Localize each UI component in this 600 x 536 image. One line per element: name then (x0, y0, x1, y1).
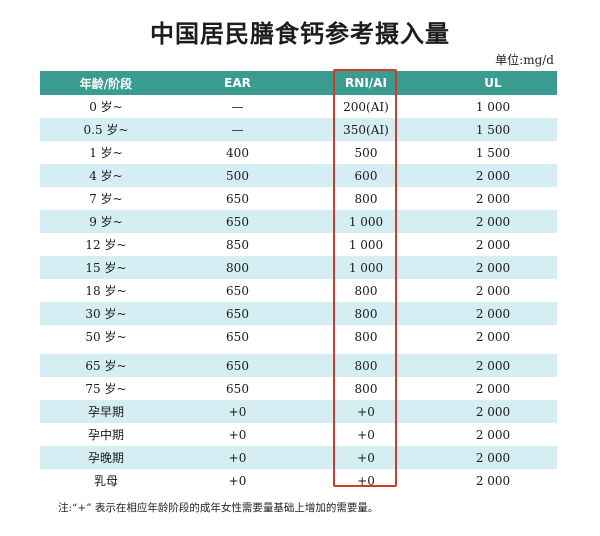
table-row: 1 岁~ 400 500 1 500 (40, 141, 557, 164)
cell-rni-ai: 350(AI) (343, 122, 389, 137)
header-rni-ai: RNI/AI (345, 76, 387, 90)
table-row: 孕晚期 +0 +0 2 000 (40, 446, 557, 469)
table-row: 50 岁~ 650 800 2 000 (40, 325, 557, 348)
cell-age-stage: 30 岁~ (85, 307, 127, 321)
cell-age-stage: 50 岁~ (85, 330, 127, 344)
unit-label: 单位:mg/d (495, 53, 554, 67)
cell-ul: 2 000 (475, 283, 511, 298)
calcium-intake-table: 年龄/阶段 EAR RNI/AI UL 0 岁~ — 200(AI) 1 000 0.5… (40, 71, 557, 492)
table-row: 0 岁~ — 200(AI) 1 000 (40, 95, 557, 118)
cell-age-stage: 0 岁~ (89, 100, 123, 114)
cell-rni-ai: 200(AI) (343, 99, 389, 114)
cell-rni-ai: 500 (354, 145, 378, 160)
cell-rni-ai: 800 (354, 191, 378, 206)
cell-age-stage: 15 岁~ (85, 261, 127, 275)
cell-ear: 650 (226, 381, 249, 396)
cell-ear: 650 (226, 329, 249, 344)
cell-rni-ai: 600 (354, 168, 378, 183)
cell-ear: 650 (226, 358, 249, 373)
cell-ul: 1 500 (475, 145, 511, 160)
cell-ul: 1 500 (475, 122, 511, 137)
cell-rni-ai: +0 (357, 404, 375, 419)
cell-ear: 400 (226, 145, 249, 160)
cell-ul: 2 000 (475, 427, 511, 442)
cell-rni-ai: 800 (354, 381, 378, 396)
table-row: 15 岁~ 800 1 000 2 000 (40, 256, 557, 279)
cell-ul: 1 000 (475, 99, 511, 114)
table-row: 18 岁~ 650 800 2 000 (40, 279, 557, 302)
table-footnote: 注:“+” 表示在相应年龄阶段的成年女性需要量基础上增加的需要量。 (58, 502, 379, 514)
header-ear: EAR (224, 76, 251, 90)
table-row: 75 岁~ 650 800 2 000 (40, 377, 557, 400)
cell-rni-ai: 1 000 (348, 260, 384, 275)
cell-rni-ai: 800 (354, 358, 378, 373)
cell-age-stage: 18 岁~ (85, 284, 127, 298)
table-row: 4 岁~ 500 600 2 000 (40, 164, 557, 187)
cell-age-stage: 65 岁~ (85, 359, 127, 373)
cell-ul: 2 000 (475, 473, 511, 488)
cell-ul: 2 000 (475, 260, 511, 275)
cell-ear: +0 (228, 404, 247, 419)
table-header-row: 年龄/阶段 EAR RNI/AI UL (40, 71, 557, 95)
cell-age-stage: 1 岁~ (89, 146, 123, 160)
cell-rni-ai: +0 (357, 473, 375, 488)
cell-age-stage: 孕早期 (87, 405, 124, 419)
cell-ear: 650 (226, 283, 249, 298)
table-row: 7 岁~ 650 800 2 000 (40, 187, 557, 210)
cell-age-stage: 7 岁~ (89, 192, 123, 206)
cell-age-stage: 9 岁~ (89, 215, 123, 229)
cell-ul: 2 000 (475, 404, 511, 419)
page-title: 中国居民膳食钙参考摄入量 (150, 20, 450, 48)
cell-ul: 2 000 (475, 191, 511, 206)
cell-ear: 500 (226, 168, 249, 183)
cell-age-stage: 乳母 (93, 474, 118, 488)
cell-ul: 2 000 (475, 168, 511, 183)
cell-ear: +0 (228, 450, 247, 465)
header-age-stage: 年龄/阶段 (79, 76, 133, 91)
cell-rni-ai: 1 000 (348, 237, 384, 252)
cell-ear: +0 (228, 473, 247, 488)
cell-age-stage: 孕中期 (87, 428, 124, 442)
cell-ear: 650 (226, 214, 249, 229)
table-body: 0 岁~ —200(AI) 1 000 0.5 岁~ —350(AI) 1 500 1 岁~… (40, 95, 557, 492)
table-row: 12 岁~ 850 1 000 2 000 (40, 233, 557, 256)
cell-ear: 650 (226, 306, 249, 321)
cell-rni-ai: 800 (354, 306, 378, 321)
cell-rni-ai: 800 (354, 283, 378, 298)
cell-ul: 2 000 (475, 329, 511, 344)
cell-ul: 2 000 (475, 381, 511, 396)
table-row: 乳母 +0 +0 2 000 (40, 469, 557, 492)
cell-ear: — (231, 122, 244, 137)
cell-rni-ai: 1 000 (348, 214, 384, 229)
cell-ear: +0 (228, 427, 247, 442)
cell-ul: 2 000 (475, 358, 511, 373)
table-row: 9 岁~ 650 1 000 2 000 (40, 210, 557, 233)
header-ul: UL (484, 76, 502, 90)
cell-age-stage: 12 岁~ (85, 238, 127, 252)
cell-age-stage: 75 岁~ (85, 382, 127, 396)
table-row: 65 岁~ 650 800 2 000 (40, 354, 557, 377)
cell-age-stage: 孕晚期 (87, 451, 124, 465)
cell-ear: — (231, 99, 244, 114)
table-row: 孕早期 +0 +0 2 000 (40, 400, 557, 423)
cell-ear: 850 (226, 237, 249, 252)
cell-ul: 2 000 (475, 237, 511, 252)
cell-age-stage: 0.5 岁~ (83, 123, 129, 137)
cell-ear: 800 (226, 260, 249, 275)
cell-ul: 2 000 (475, 306, 511, 321)
cell-ul: 2 000 (475, 450, 511, 465)
cell-ul: 2 000 (475, 214, 511, 229)
table-row: 30 岁~ 650 800 2 000 (40, 302, 557, 325)
cell-age-stage: 4 岁~ (89, 169, 123, 183)
cell-rni-ai: +0 (357, 427, 375, 442)
table-row: 孕中期 +0 +0 2 000 (40, 423, 557, 446)
cell-rni-ai: 800 (354, 329, 378, 344)
table-row: 0.5 岁~ — 350(AI) 1 500 (40, 118, 557, 141)
cell-ear: 650 (226, 191, 249, 206)
cell-rni-ai: +0 (357, 450, 375, 465)
